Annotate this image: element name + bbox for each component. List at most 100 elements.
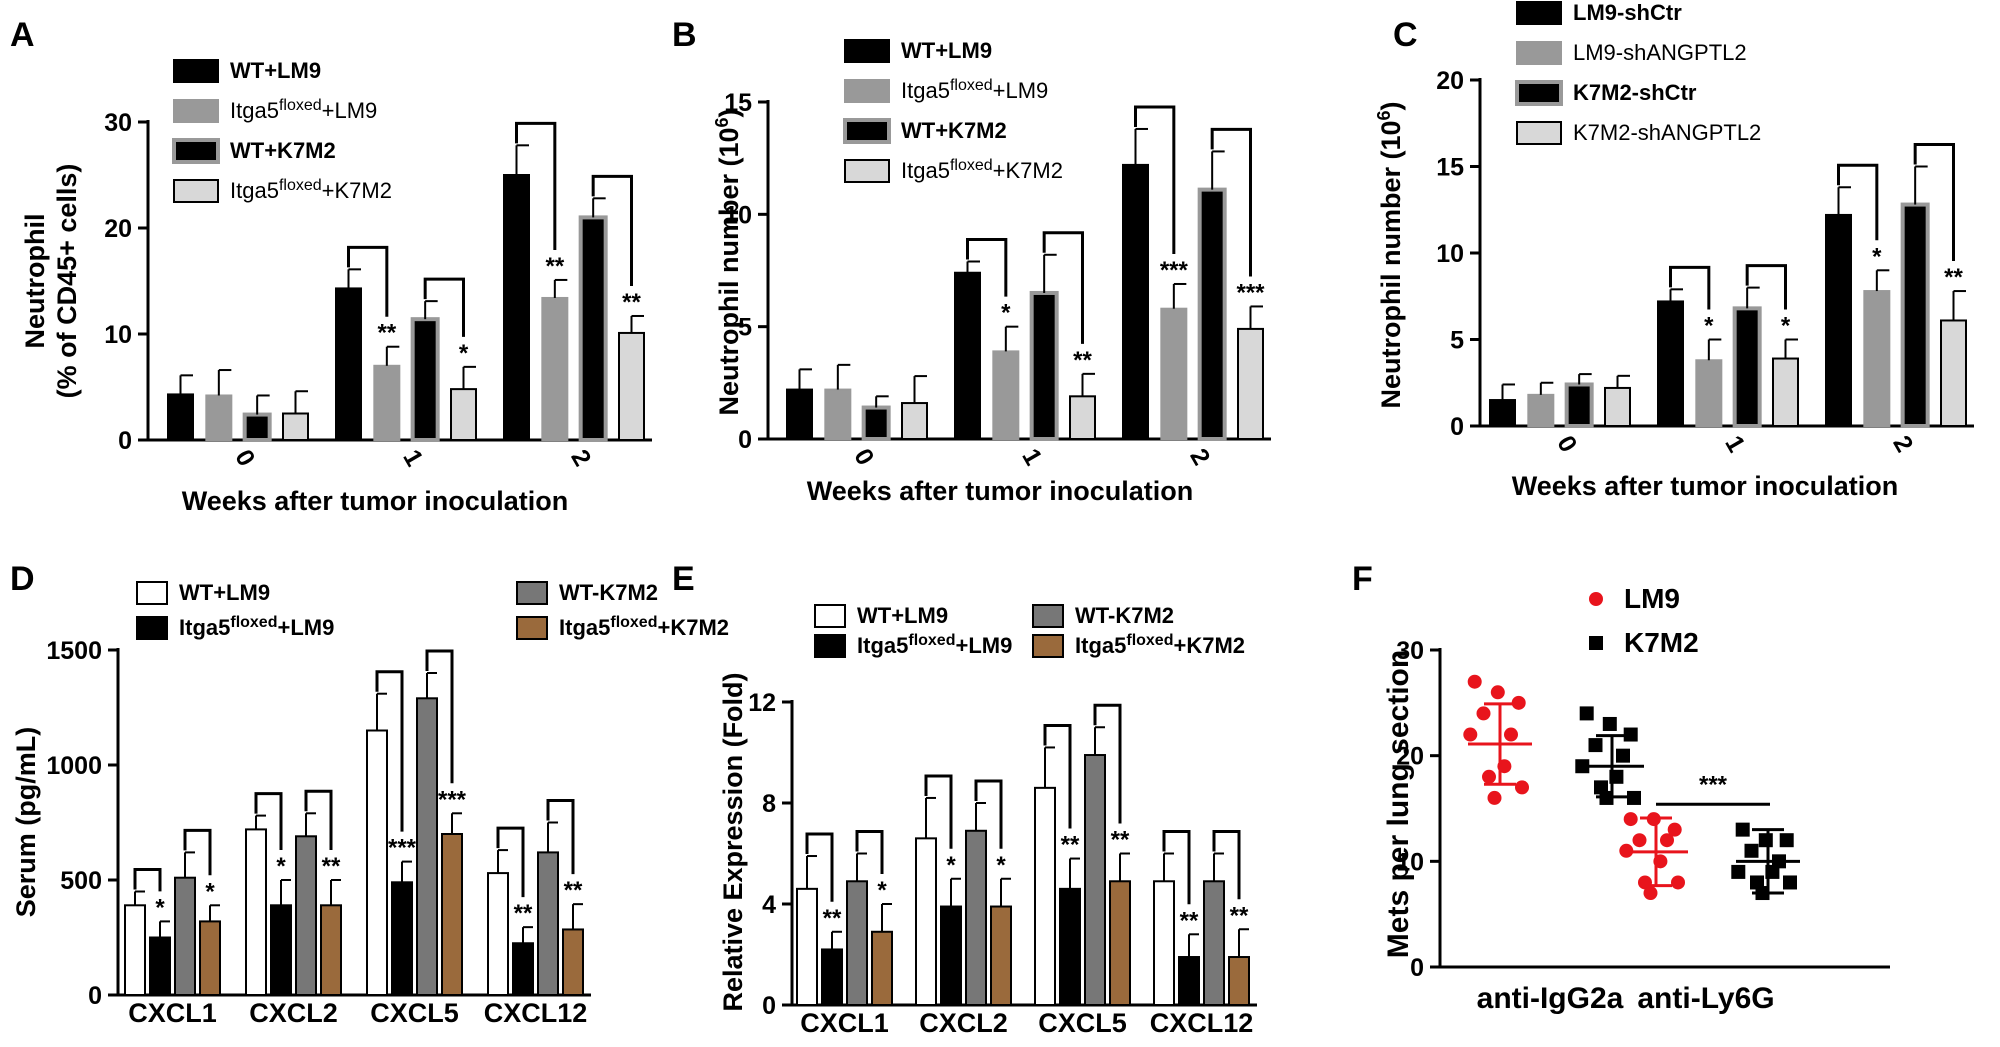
legend-rest: +K7M2 <box>993 158 1063 183</box>
significance-label: ** <box>1180 907 1199 934</box>
bar <box>1527 393 1555 427</box>
significance-label: * <box>1001 300 1011 327</box>
bar <box>992 350 1020 441</box>
y-axis-label-text: Relative Expression (Fold) <box>718 672 748 1011</box>
x-axis-label: Weeks after tumor inoculation <box>807 476 1194 506</box>
legend-swatch <box>814 634 846 658</box>
bar <box>391 881 413 996</box>
data-point <box>1623 727 1638 742</box>
significance-label: ** <box>1073 347 1092 374</box>
comparison-bracket <box>1837 163 1879 241</box>
legend-marker <box>1589 592 1603 606</box>
legend-label: Itga5floxed+K7M2 <box>1075 632 1245 659</box>
bar <box>450 388 477 441</box>
legend-label: Itga5floxed+LM9 <box>901 77 1048 104</box>
y-tick-label: 10 <box>104 321 132 349</box>
significance-label: ** <box>564 877 583 904</box>
bar <box>373 364 401 441</box>
y-tick-label: 10 <box>1436 240 1464 268</box>
legend-swatch <box>814 604 846 628</box>
bar <box>1029 290 1059 442</box>
significance-label: ** <box>377 320 396 347</box>
comparison-bracket <box>1162 830 1191 905</box>
legend-label: WT+LM9 <box>901 38 992 63</box>
y-axis-label-line2: (% of CD45+ cells) <box>52 164 82 399</box>
comparison-bracket <box>515 121 557 250</box>
legend-text: Itga5 <box>179 615 230 640</box>
bar <box>965 829 987 1007</box>
significance-label: ** <box>545 253 564 280</box>
legend-swatch <box>844 79 890 103</box>
significance-label: * <box>276 853 286 880</box>
bar <box>245 828 267 997</box>
comparison-bracket <box>966 238 1008 297</box>
comparison-bracket <box>496 826 525 898</box>
legend-label: Itga5floxed+K7M2 <box>559 614 729 641</box>
legend-rest: +K7M2 <box>657 615 729 640</box>
significance-label: * <box>1704 313 1714 340</box>
y-axis-label-sup: 6 <box>712 117 732 127</box>
y-axis-label: Serum (pg/mL) <box>11 727 41 918</box>
bar <box>1825 213 1852 427</box>
bar <box>871 930 893 1007</box>
bar <box>1084 754 1106 1007</box>
comparison-bracket <box>1134 105 1176 254</box>
comparison-bracket <box>254 792 283 850</box>
significance-label: *** <box>1699 771 1728 798</box>
legend-rest: +LM9 <box>955 633 1012 658</box>
data-point <box>1594 780 1608 795</box>
x-tick-label: anti-Ly6G <box>1637 982 1774 1015</box>
bar <box>1197 187 1227 441</box>
x-tick-label: 1 <box>1016 444 1047 470</box>
legend-text: WT+LM9 <box>179 580 270 605</box>
legend-text: K7M2-shANGPTL2 <box>1573 120 1761 145</box>
comparison-bracket <box>1042 231 1084 344</box>
legend-text: Itga5 <box>230 178 279 203</box>
comparison-bracket <box>1913 143 1955 262</box>
legend-swatch <box>1516 1 1562 25</box>
y-tick-label: 20 <box>1436 67 1464 95</box>
legend-label: WT+LM9 <box>857 603 948 628</box>
bar <box>410 317 440 442</box>
significance-label: ** <box>322 853 341 880</box>
legend-label: LM9-shANGPTL2 <box>1573 40 1747 65</box>
significance-label: *** <box>388 835 417 862</box>
bar <box>1228 956 1250 1007</box>
legend-label: WT-K7M2 <box>559 580 658 605</box>
legend-label: K7M2-shCtr <box>1573 80 1697 105</box>
x-tick-label: 0 <box>229 445 260 471</box>
y-tick-label: 1500 <box>46 637 102 665</box>
y-tick-label: 5 <box>738 314 752 342</box>
legend-label: WT-K7M2 <box>1075 603 1174 628</box>
significance-label: ** <box>1061 832 1080 859</box>
bar <box>124 904 146 996</box>
y-tick-label: 15 <box>724 89 752 117</box>
legend-text: Itga5 <box>857 633 908 658</box>
bar <box>1489 399 1516 427</box>
significance-label: ** <box>1944 264 1963 291</box>
legend-text: WT+K7M2 <box>230 138 336 163</box>
y-tick-label: 20 <box>104 215 132 243</box>
x-tick-label: CXCL5 <box>1038 1008 1127 1038</box>
legend-swatch <box>516 616 548 640</box>
comparison-bracket <box>1745 264 1787 310</box>
y-axis-label-text: Neutrophil number (10 <box>714 127 744 415</box>
legend-text: WT-K7M2 <box>1075 603 1174 628</box>
data-point <box>1463 727 1478 742</box>
comparison-bracket <box>1669 265 1711 310</box>
legend-label: Itga5floxed+LM9 <box>179 614 334 641</box>
bar <box>1160 307 1188 440</box>
bar <box>1732 306 1762 428</box>
legend-text: LM9-shCtr <box>1573 0 1682 25</box>
bar <box>578 215 608 442</box>
bar <box>1940 319 1967 427</box>
legend-label: LM9 <box>1624 583 1680 614</box>
comparison-bracket <box>546 799 575 875</box>
bar <box>1564 382 1594 429</box>
y-axis-label-line1: Neutrophil <box>20 214 50 349</box>
legend-text: K7M2-shCtr <box>1573 80 1697 105</box>
legend-text: Itga5 <box>901 78 950 103</box>
significance-label: * <box>155 894 165 921</box>
